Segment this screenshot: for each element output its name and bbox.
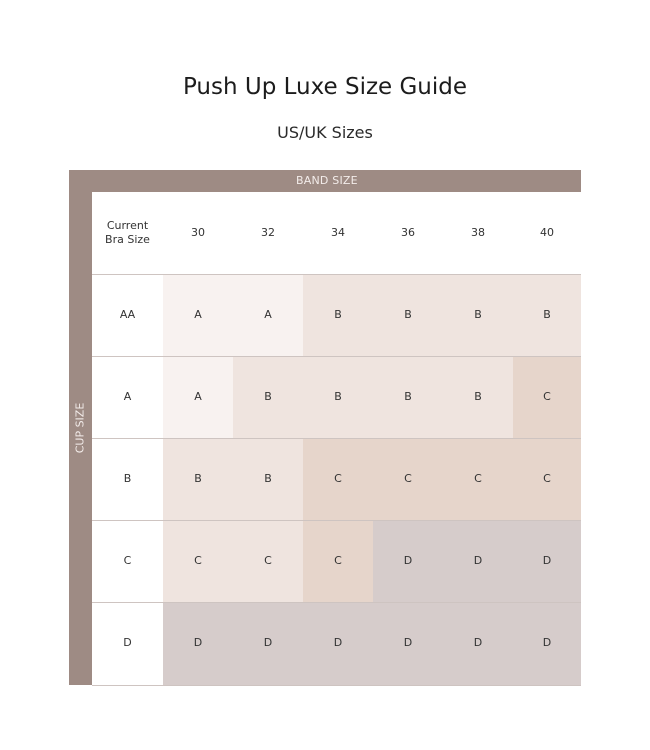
size-cell: B: [373, 274, 443, 356]
cup-size-label: B: [92, 438, 163, 520]
band-size-header: 40: [540, 225, 554, 239]
size-cell: C: [233, 520, 303, 602]
row-divider: [92, 438, 581, 439]
band-size-header: 36: [401, 225, 415, 239]
size-cell: A: [163, 356, 233, 438]
band-size-header: 34: [331, 225, 345, 239]
band-size-header: 38: [471, 225, 485, 239]
size-cell: D: [373, 602, 443, 685]
cup-size-label: AA: [92, 274, 163, 356]
band-size-label: BAND SIZE: [296, 174, 358, 187]
page-title: Push Up Luxe Size Guide: [182, 74, 468, 100]
cup-size-label: C: [92, 520, 163, 602]
band-size-header: 30: [191, 225, 205, 239]
size-cell: B: [443, 274, 513, 356]
size-cell: B: [373, 356, 443, 438]
row-divider: [92, 685, 581, 686]
size-cell: B: [513, 274, 581, 356]
size-cell: B: [233, 356, 303, 438]
cup-size-label: CUP SIZE: [73, 402, 87, 454]
row-divider: [92, 520, 581, 521]
size-cell: D: [303, 602, 373, 685]
size-cell: C: [303, 520, 373, 602]
row-divider: [92, 356, 581, 357]
size-cell: A: [233, 274, 303, 356]
size-cell: B: [443, 356, 513, 438]
cup-size-label: A: [92, 356, 163, 438]
size-cell: C: [303, 438, 373, 520]
size-cell: B: [163, 438, 233, 520]
page-subtitle: US/UK Sizes: [277, 123, 373, 142]
row-divider: [92, 274, 581, 275]
cup-size-bar: [69, 170, 92, 685]
size-cell: A: [163, 274, 233, 356]
corner-header: Current Bra Size: [105, 218, 150, 246]
size-cell: D: [163, 602, 233, 685]
size-cell: B: [233, 438, 303, 520]
size-cell: D: [513, 520, 581, 602]
cup-size-label: D: [92, 602, 163, 685]
size-cell: D: [443, 602, 513, 685]
size-cell: C: [163, 520, 233, 602]
size-cell: C: [513, 356, 581, 438]
size-cell: C: [513, 438, 581, 520]
row-divider: [92, 602, 581, 603]
size-cell: D: [513, 602, 581, 685]
size-cell: B: [303, 274, 373, 356]
band-size-header: 32: [261, 225, 275, 239]
band-size-bar: [69, 170, 581, 192]
size-cell: D: [233, 602, 303, 685]
size-cell: C: [373, 438, 443, 520]
size-cell: D: [443, 520, 513, 602]
size-cell: C: [443, 438, 513, 520]
size-cell: D: [373, 520, 443, 602]
size-cell: B: [303, 356, 373, 438]
